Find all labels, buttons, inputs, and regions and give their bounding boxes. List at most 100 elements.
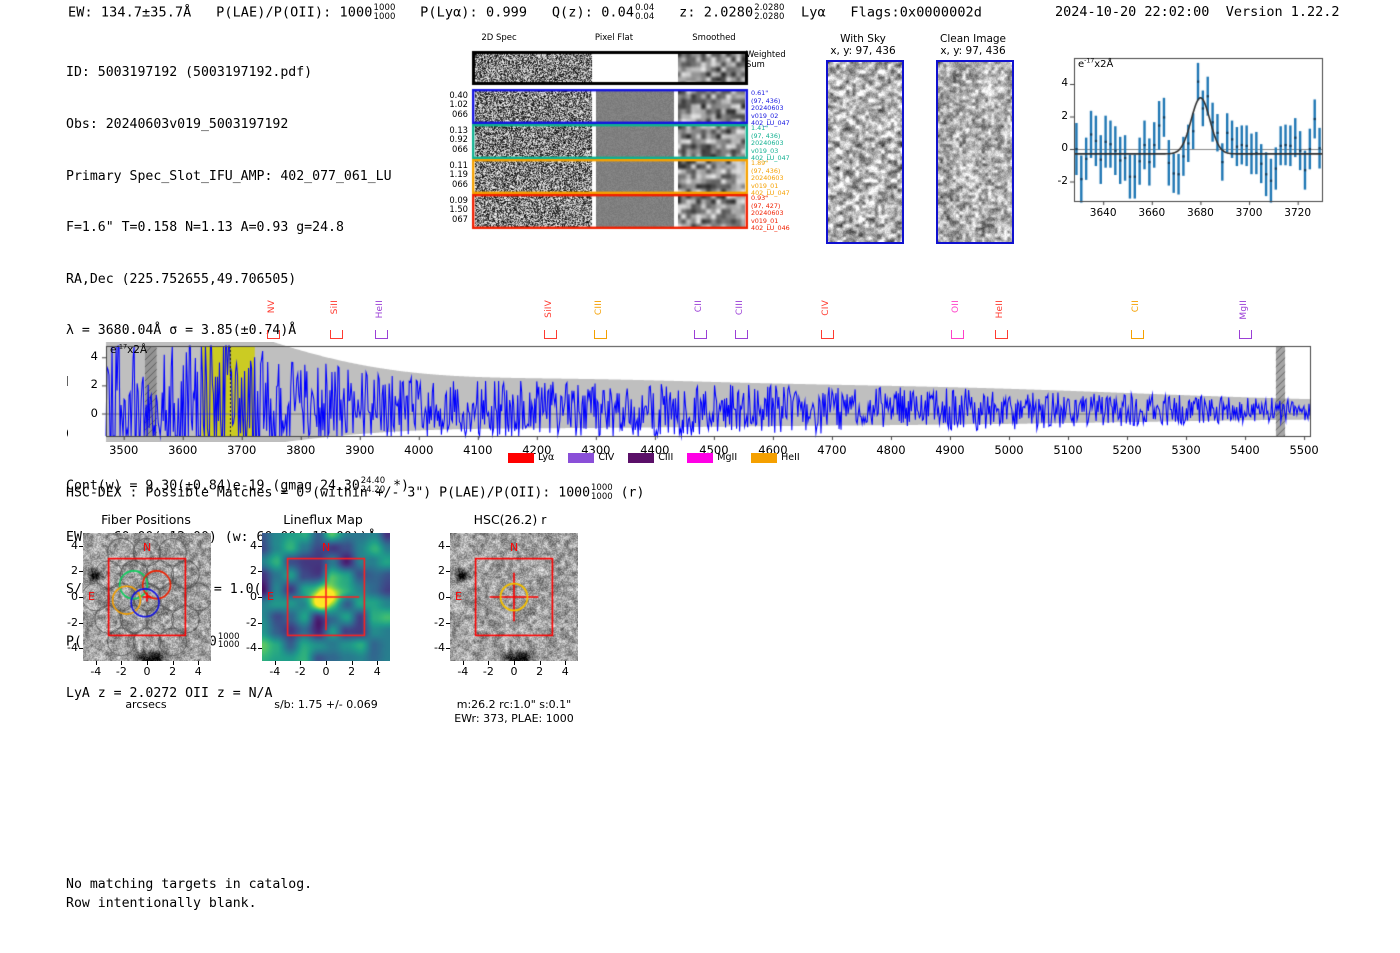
montage-row-left-stats: 0.11 1.19 066 [449,160,468,189]
panel-title-hsc-r: HSC(26.2) r [473,512,547,527]
emission-line-bracket [375,330,389,339]
fit-ytick: 0 [1061,142,1068,154]
panel-caption-hsc-2: EWr: 373, PLAE: 1000 [454,712,574,725]
spectrum-xtick: 5500 [1289,443,1319,457]
cutout-with-sky [826,60,904,244]
hsc-plae-range: 1000 1000 [591,483,613,502]
header-plae-range: 1000 1000 [373,3,396,22]
info-plae: P(LAE)/P(OII): 10001000 1000 [66,631,240,651]
panel-xtick-mark [488,661,490,665]
montage-row-right-meta: 0.61" (97, 436) 20240603 v019_02 402_LU_047 [751,89,790,128]
emission-line-label: NV [266,300,277,314]
spectrum-xtick: 5200 [1112,443,1142,457]
fit-xtick: 3660 [1138,207,1166,219]
legend-label: CIII [658,452,674,463]
spectrum-xtick: 4700 [817,443,847,457]
panel-xtick-mark [514,661,515,665]
spectrum-ytick: 4 [90,349,98,364]
legend-item: HeII [751,452,800,463]
header-flags: Flags:0x0000002d [850,4,983,21]
montage-annotations: 0.40 1.02 066 0.61" (97, 436) 20240603 v019_02… [434,33,789,248]
emission-line-bracket [1130,330,1144,339]
info-radec: RA,Dec (225.752655,49.706505) [66,271,297,287]
panel-xtick: -2 [482,665,494,678]
panel-ytick-mark [446,648,450,650]
panel-ytick-mark [446,545,450,547]
panel-xtick: 0 [510,665,518,678]
fit-xtick: 3640 [1089,207,1117,219]
info-cont-w: Cont(w) = 9.30(±0.84)e-19 (gmag 24.3024.… [66,476,409,495]
cutout-title-withsky: With Sky [840,33,886,45]
spectrum-xtick: 4800 [876,443,906,457]
info-obs: Obs: 20240603v019_5003197192 [66,117,289,133]
legend-label: Lyα [538,452,555,463]
header-qz-label: Q(z): 0.04 [551,4,635,21]
cutout-clean-image [936,60,1014,244]
emission-line-label: CII [694,300,705,313]
montage-row-right-meta: 0.93" (97, 427) 20240603 v019_01 402_LU_046 [751,194,790,233]
emission-line-label: SiIV [543,300,554,318]
panel-ytick-mark [446,597,450,598]
header-ew: EW: 134.7±35.7Å [68,4,192,21]
legend-swatch [751,452,778,463]
twod-spectra-montage: 2D Spec Pixel Flat Smoothed WeightedSum … [434,33,790,248]
header-version: Version 1.22.2 [1225,4,1340,20]
info-ewr: EWr = 60.00(±12.00) (w: 60.00(±12.00))Å [66,530,376,546]
emission-line-label: CIII [735,300,746,316]
spectrum-canvas [68,342,1318,442]
emission-line-bracket [821,330,835,339]
emission-line-bracket [593,330,607,339]
emission-line-bracket [995,330,1009,339]
legend-swatch [568,452,595,463]
montage-canvas [434,33,764,248]
panel-xtick: -4 [457,665,469,678]
emission-line-label: CIII [593,300,604,316]
legend-item: CIV [568,452,614,463]
panel-xtick-mark [462,661,464,665]
emission-line-bracket [266,330,280,339]
header-line-id: Lyα [801,4,826,21]
spectrum-xtick: 5300 [1171,443,1201,457]
cutout-title-clean: Clean Image [939,33,1007,45]
spectrum-xtick: 4900 [935,443,965,457]
cutout-coords-clean: x, y: 97, 436 [940,45,1006,57]
compass-north: N [510,541,519,554]
legend-item: CIII [628,452,673,463]
panel-hsc-r [450,533,578,661]
emission-line-bracket [950,330,964,339]
panel-ytick: -4 [434,641,445,655]
emission-line-label: HeII [375,300,386,319]
header-z-label: z: 2.0280 [679,4,754,21]
info-redshifts: LyA z = 2.0272 OII z = N/A [66,685,273,701]
fit-xtick: 3700 [1235,207,1263,219]
fit-xtick: 3680 [1187,207,1214,219]
full-spectrum-panel: NV SiII HeII SiIV CIII CII CIII CIV OII HeII CII Mg… [68,300,1319,470]
spectrum-xtick: 4100 [463,443,493,457]
hsc-summary-post: (r) [620,485,645,501]
emission-line-bracket [735,330,749,339]
spectrum-xtick: 3800 [286,443,316,457]
info-plae-range: 1000 1000 [217,631,240,651]
header-meta: 2024-10-20 22:02:00 Version 1.22.2 [1055,4,1340,20]
legend-label: MgII [717,452,738,463]
panel-ytick: 0 [438,590,445,603]
emission-line-fit-plot: 3640 3660 3680 3700 3720 -2 0 2 4 e-17x2Å [1040,48,1330,233]
montage-row-right-meta: 1.89" (97, 436) 20240603 v019_01 402_LU_047 [751,159,790,198]
info-id: ID: 5003197192 (5003197192.pdf) [66,65,313,81]
header-summary-line: EW: 134.7±35.7Å P(LAE)/P(OII): 10001000 1… [68,4,982,21]
legend-swatch [687,452,714,463]
emission-line-labels: NV SiII HeII SiIV CIII CII CIII CIV OII HeII CII Mg… [68,300,1318,342]
panel-xtick-mark [539,661,541,665]
montage-row-left-stats: 0.09 1.50 067 [449,195,468,224]
fit-plot-canvas [1040,48,1330,233]
fit-ytick: -2 [1057,174,1068,187]
panel-ytick: 4 [438,538,445,552]
header-qz-range: 0.04 0.04 [635,3,655,22]
spectrum-xtick: 3700 [227,443,257,457]
footer-line-2: Row intentionally blank. [66,896,257,911]
legend-swatch [508,452,534,463]
panel-xtick: 2 [536,665,544,678]
fit-units-label: e-17x2Å [1078,57,1114,70]
spectrum-legend: Lyα CIV CIII MgII HeII [508,452,814,463]
header-plae-label: P(LAE)/P(OII): 1000 [216,4,373,21]
